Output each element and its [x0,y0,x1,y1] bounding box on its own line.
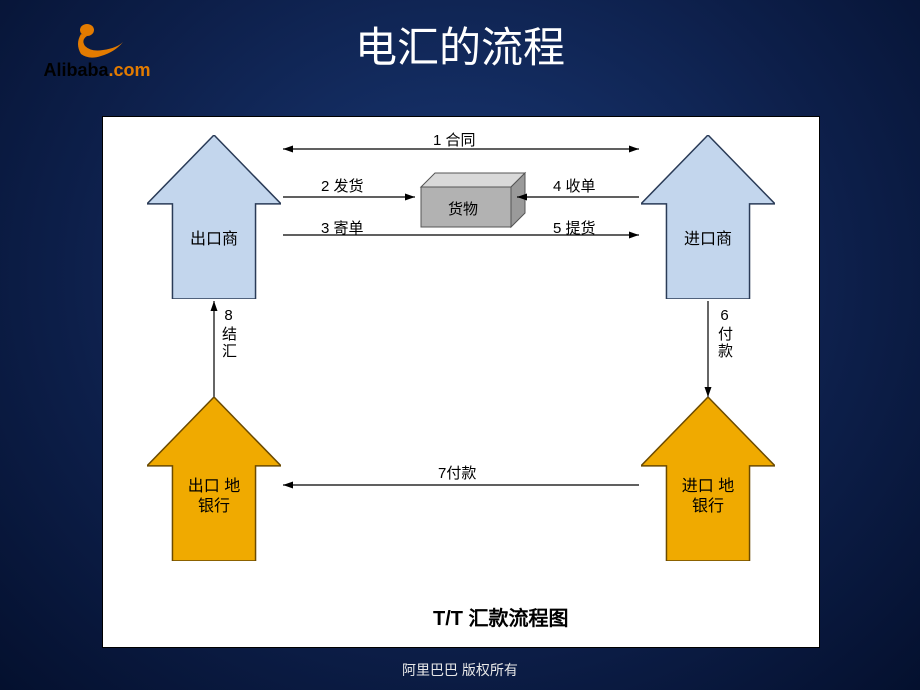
step-6-pay: 6付款 [714,307,735,360]
flow-arrows [103,117,821,649]
diagram-inner: 出口商 进口商 出口 地银行 进口 地银行 货物 1 合同 2 发货 3 寄单 … [103,117,819,647]
slide-title: 电汇的流程 [0,14,920,75]
diagram-title: T/T 汇款流程图 [433,602,569,631]
diagram-panel: 出口商 进口商 出口 地银行 进口 地银行 货物 1 合同 2 发货 3 寄单 … [102,116,820,648]
step-3-docs: 3 寄单 [321,217,364,238]
step-7-pay: 7付款 [438,462,476,483]
step-8-settle: 8结汇 [218,307,239,360]
step-4-receive: 4 收单 [553,175,596,196]
footer-copyright: 阿里巴巴 版权所有 [0,660,920,680]
step-2-ship: 2 发货 [321,175,364,196]
step-5-pickup: 5 提货 [553,217,596,238]
step-1-contract: 1 合同 [433,129,476,150]
slide: Alibaba.com 电汇的流程 出口商 进口商 出口 地银行 进口 地银行 … [0,0,920,690]
